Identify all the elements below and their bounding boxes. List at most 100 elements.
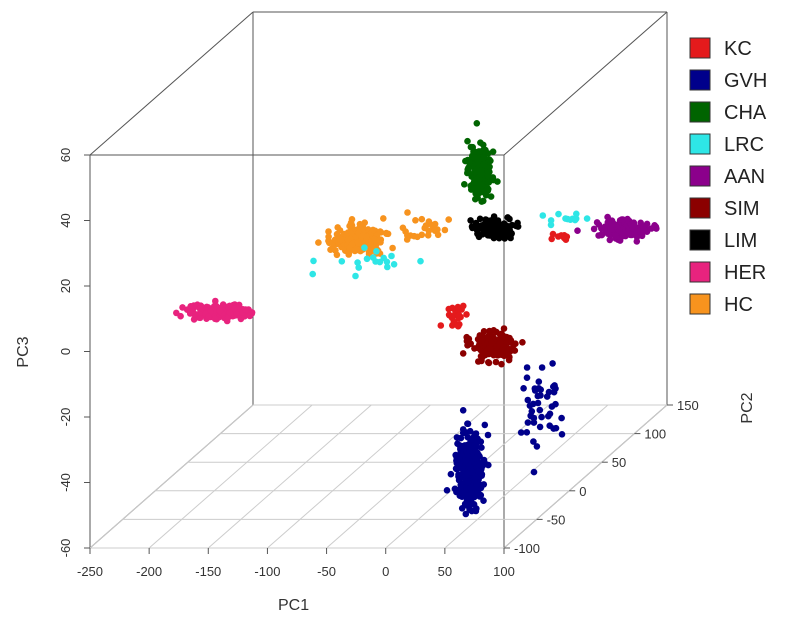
- data-point-her: [242, 306, 249, 313]
- data-point-gvh: [467, 484, 475, 492]
- data-point-gvh: [520, 385, 527, 392]
- data-point-hc: [418, 215, 426, 223]
- data-point-cha: [486, 163, 493, 171]
- data-point-sim: [463, 333, 471, 341]
- data-point-aan: [616, 227, 623, 235]
- legend-label: HER: [724, 262, 766, 284]
- data-point-her: [187, 303, 194, 310]
- data-point-aan: [598, 231, 606, 239]
- data-point-gvh: [468, 501, 476, 508]
- data-point-aan: [636, 228, 643, 235]
- data-point-lim: [491, 218, 499, 225]
- data-point-cha: [465, 164, 472, 171]
- legend-swatch: [689, 101, 711, 123]
- data-point-hc: [402, 228, 409, 235]
- data-point-lim: [479, 222, 487, 230]
- data-point-hc: [441, 226, 449, 234]
- data-point-lim: [505, 223, 512, 230]
- data-point-gvh: [538, 413, 545, 421]
- z-tick-label: -20: [58, 408, 73, 427]
- data-point-lrc: [583, 215, 591, 222]
- data-point-lrc: [539, 212, 547, 219]
- data-point-lim: [476, 215, 484, 223]
- data-point-gvh: [545, 388, 553, 396]
- data-point-gvh: [466, 427, 474, 435]
- y-tick-label: 0: [579, 484, 586, 499]
- z-tick-label: 40: [58, 213, 73, 227]
- legend-swatch: [689, 37, 711, 59]
- data-point-aan: [607, 226, 615, 233]
- x-tick-label: -200: [136, 564, 162, 579]
- data-point-her: [226, 309, 234, 317]
- floor-grid-line: [207, 404, 372, 549]
- data-point-gvh: [549, 360, 556, 367]
- data-point-gvh: [551, 382, 558, 389]
- x-tick-label: -50: [317, 564, 336, 579]
- data-point-gvh: [535, 378, 543, 386]
- legend-label: GVH: [724, 70, 767, 92]
- data-point-gvh: [484, 431, 492, 439]
- data-point-aan: [590, 225, 598, 233]
- data-point-gvh: [524, 396, 532, 404]
- data-point-aan: [602, 225, 609, 233]
- data-point-gvh: [545, 412, 552, 420]
- data-point-gvh: [537, 386, 544, 394]
- data-point-sim: [477, 352, 485, 360]
- data-point-lim: [502, 231, 509, 239]
- z-axis-label: PC3: [15, 336, 32, 367]
- data-point-hc: [336, 235, 344, 242]
- data-point-lrc: [363, 255, 371, 263]
- data-point-gvh: [476, 493, 483, 500]
- data-point-lrc: [338, 258, 346, 265]
- z-tick-label: -40: [58, 473, 73, 492]
- data-point-gvh: [472, 455, 480, 462]
- x-axis-label: PC1: [278, 597, 309, 614]
- data-point-cha: [461, 181, 468, 188]
- data-point-lrc: [354, 259, 361, 266]
- data-point-her: [196, 305, 204, 312]
- data-point-cha: [480, 146, 488, 154]
- data-point-lim: [512, 222, 520, 230]
- data-point-hc: [376, 236, 383, 244]
- data-point-her: [212, 297, 219, 305]
- data-point-lim: [490, 234, 498, 242]
- axis-ticks: -250 -200 -150 -100 -50 0 50 100-60-40-20020406…: [58, 148, 699, 579]
- data-point-gvh: [480, 497, 487, 505]
- data-point-aan: [639, 223, 647, 231]
- data-point-aan: [624, 215, 631, 223]
- data-point-lim: [467, 217, 474, 224]
- z-tick-label: 20: [58, 279, 73, 293]
- data-point-cha: [465, 169, 472, 176]
- data-point-aan: [574, 227, 581, 234]
- data-point-cha: [470, 148, 477, 155]
- data-point-gvh: [459, 407, 467, 414]
- data-points: [173, 120, 660, 518]
- x-tick-label: 100: [493, 564, 515, 579]
- data-point-hc: [363, 233, 370, 241]
- floor-grid-line: [89, 404, 254, 549]
- y-axis-label: PC2: [739, 392, 756, 423]
- legend-label: SIM: [724, 198, 760, 220]
- data-point-her: [190, 316, 198, 323]
- data-point-gvh: [464, 492, 471, 499]
- data-point-lrc: [352, 272, 359, 280]
- floor-grid-line: [148, 404, 313, 549]
- data-point-sim: [497, 331, 504, 339]
- data-point-gvh: [459, 489, 466, 497]
- legend-label: LIM: [724, 230, 757, 252]
- legend-label: AAN: [724, 166, 765, 188]
- legend-swatch: [689, 261, 711, 283]
- data-point-gvh: [517, 429, 525, 436]
- data-point-lrc: [310, 257, 317, 265]
- data-point-gvh: [452, 465, 460, 472]
- data-point-cha: [472, 195, 479, 203]
- data-point-gvh: [523, 364, 531, 371]
- data-point-kc: [456, 321, 463, 328]
- data-point-gvh: [464, 420, 471, 428]
- data-point-gvh: [527, 412, 535, 420]
- data-point-hc: [445, 216, 453, 223]
- data-point-gvh: [546, 422, 553, 430]
- data-point-gvh: [481, 421, 489, 429]
- data-point-gvh: [548, 403, 556, 410]
